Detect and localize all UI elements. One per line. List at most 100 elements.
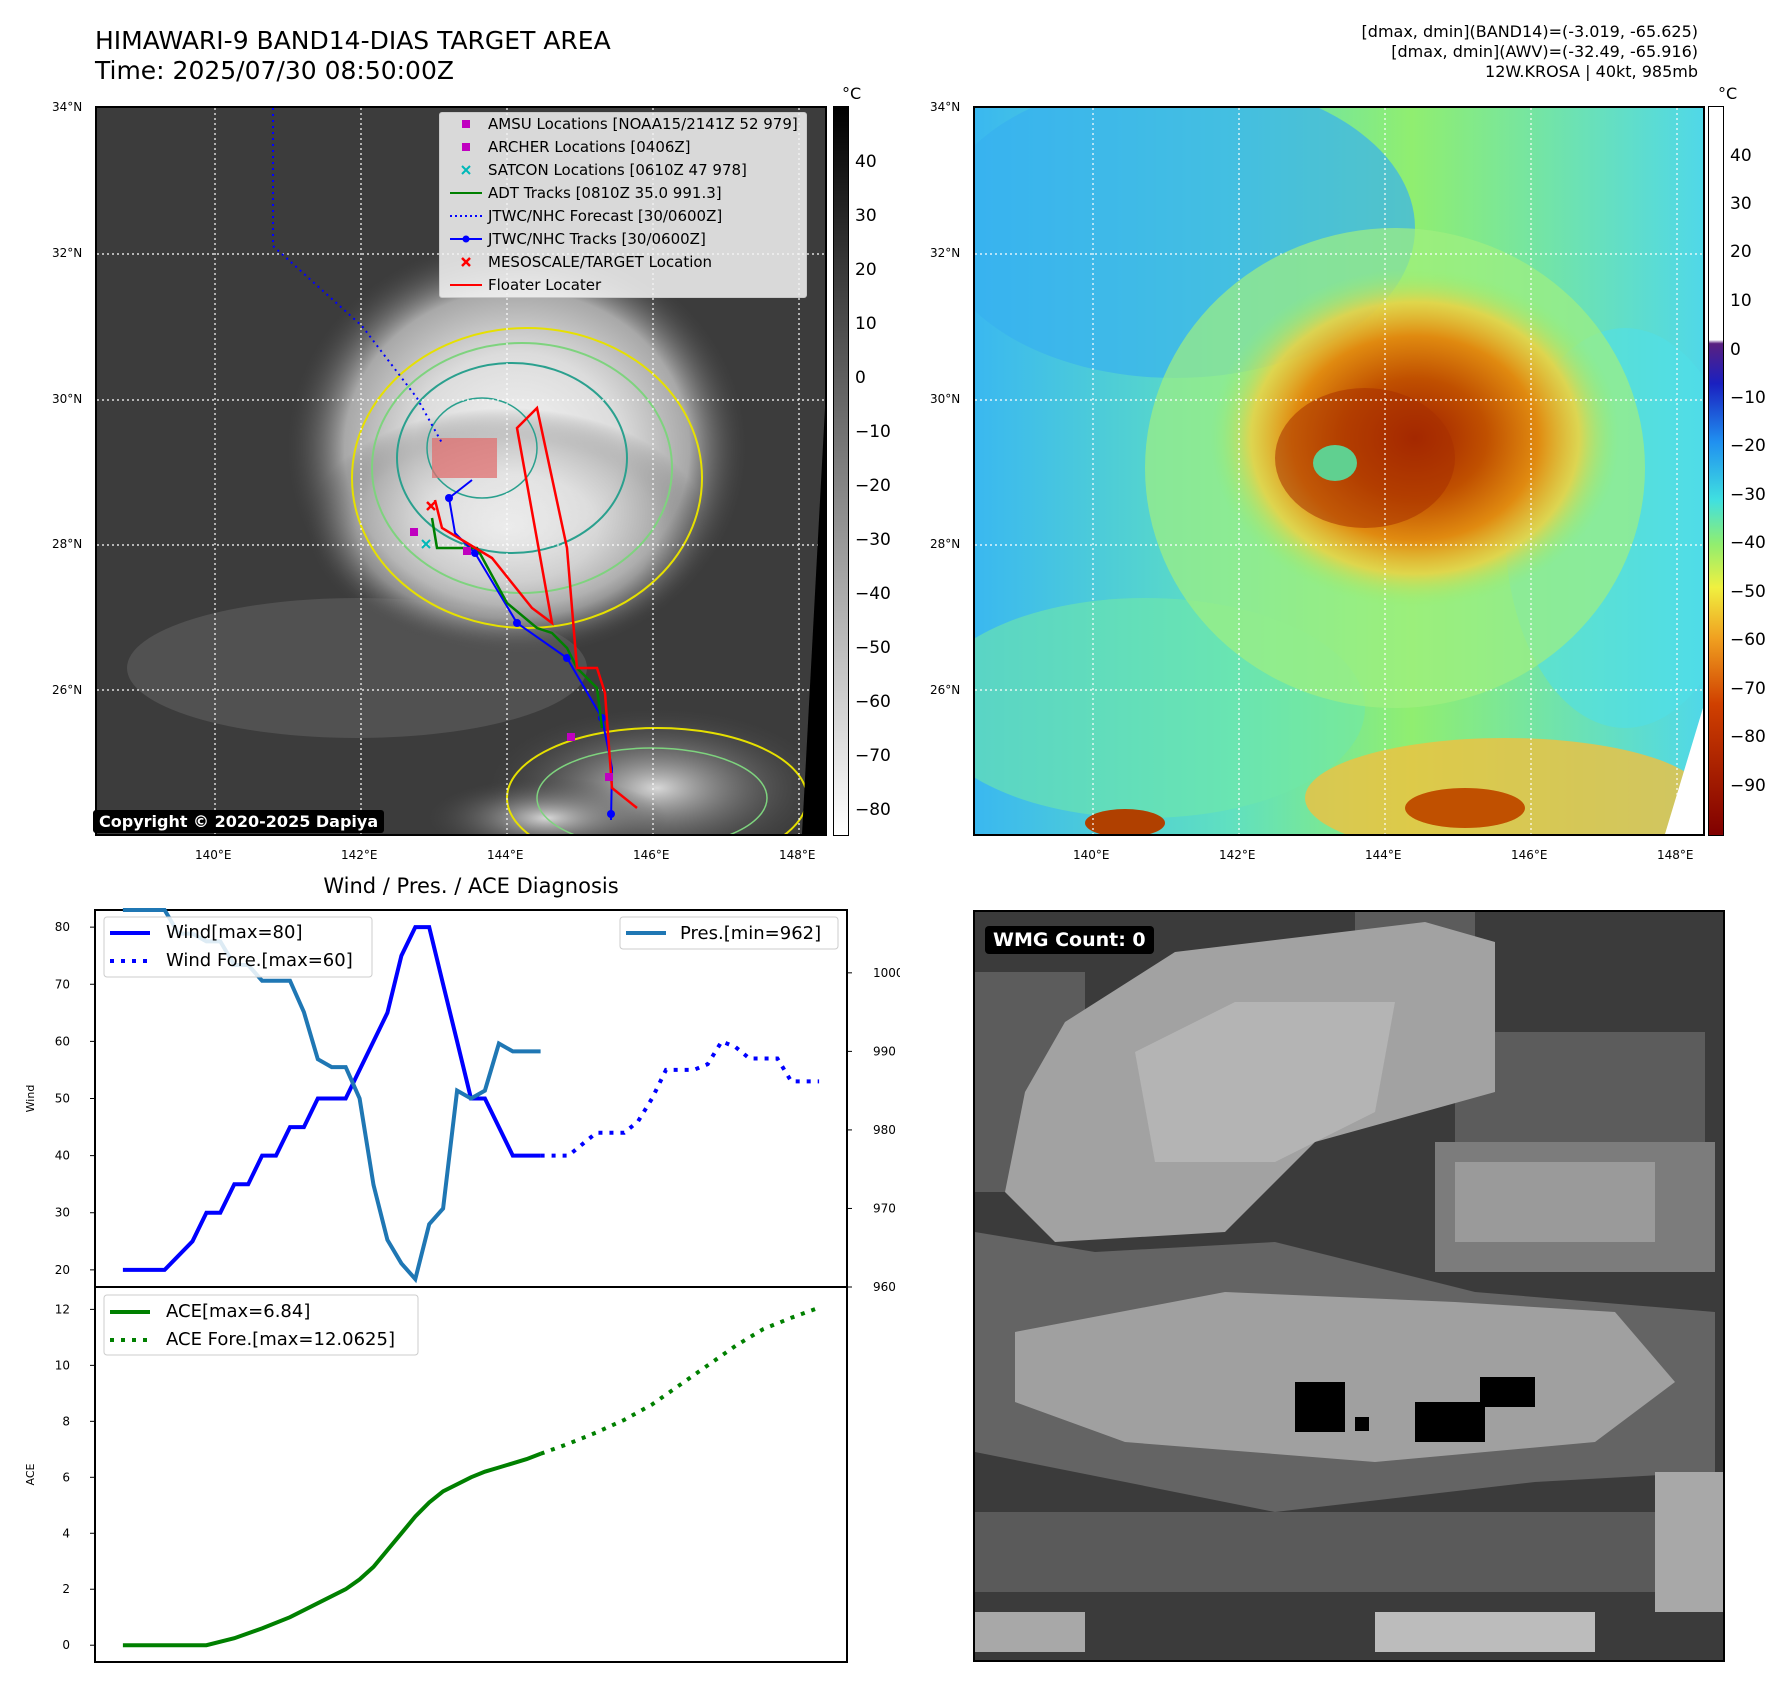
lon-tick: 140°E bbox=[1073, 848, 1110, 862]
ace-legend-box bbox=[103, 1294, 419, 1356]
page-title: HIMAWARI-9 BAND14-DIAS TARGET AREA Time:… bbox=[95, 26, 611, 86]
awv-colorbar-tick: −30 bbox=[1730, 485, 1766, 505]
y-tick-label: 60 bbox=[55, 1034, 70, 1048]
awv-colorbar-tick: 10 bbox=[1730, 291, 1752, 311]
awv-colorbar-tick: −10 bbox=[1730, 388, 1766, 408]
lat-tick: 32°N bbox=[930, 246, 961, 260]
y-tick-label: 6 bbox=[62, 1470, 70, 1484]
lon-tick: 142°E bbox=[1219, 848, 1256, 862]
y-tick-label: 2 bbox=[62, 1582, 70, 1596]
lat-tick: 28°N bbox=[930, 537, 961, 551]
y-tick-label: 70 bbox=[55, 977, 70, 991]
lon-tick: 148°E bbox=[779, 848, 816, 862]
y-right-tick-label: 960 bbox=[873, 1280, 896, 1294]
awv-colorbar-tick: −90 bbox=[1730, 776, 1766, 796]
awv-colorbar-tick: 40 bbox=[1730, 146, 1752, 166]
y-tick-label: 80 bbox=[55, 920, 70, 934]
stats-block: [dmax, dmin](BAND14)=(-3.019, -65.625) [… bbox=[1362, 22, 1698, 82]
lon-tick: 146°E bbox=[1511, 848, 1548, 862]
legend-item-mesoscale: MESOSCALE/TARGET Location bbox=[440, 251, 806, 274]
ir-colorbar-tick: 40 bbox=[855, 152, 877, 172]
legend-label: Pres.[min=962] bbox=[680, 923, 821, 944]
ir-colorbar-tick: −60 bbox=[855, 692, 891, 712]
awv-colorbar-tick: 0 bbox=[1730, 340, 1741, 360]
lon-tick: 144°E bbox=[487, 848, 524, 862]
series-line-0 bbox=[122, 925, 541, 1272]
y-tick-label: 10 bbox=[55, 1358, 70, 1372]
lat-tick: 34°N bbox=[52, 100, 83, 114]
ir-colorbar-tick: −30 bbox=[855, 530, 891, 550]
legend-item-adt: ADT Tracks [0810Z 35.0 991.3] bbox=[440, 182, 806, 205]
y-right-tick-label: 980 bbox=[873, 1123, 896, 1137]
awv-colorbar-tick: −70 bbox=[1730, 679, 1766, 699]
y-axis-label-wind: Wind bbox=[24, 1085, 37, 1113]
lon-tick: 140°E bbox=[195, 848, 232, 862]
ir-colorbar-tick: 10 bbox=[855, 314, 877, 334]
ir-colorbar-tick: 20 bbox=[855, 260, 877, 280]
ace-series-line-0 bbox=[122, 1451, 542, 1648]
dotted-line-icon bbox=[450, 215, 482, 217]
y-right-tick-label: 990 bbox=[873, 1044, 896, 1058]
title-line-1: HIMAWARI-9 BAND14-DIAS TARGET AREA bbox=[95, 26, 611, 55]
y-tick-label: 50 bbox=[55, 1092, 70, 1106]
copyright-badge: Copyright © 2020-2025 Dapiya bbox=[93, 810, 385, 833]
wmg-panel bbox=[973, 910, 1725, 1662]
x-marker-icon bbox=[461, 257, 471, 267]
awv-colorbar-tick: −50 bbox=[1730, 582, 1766, 602]
legend-item-floater: Floater Locater bbox=[440, 274, 806, 297]
y-right-tick-label: 1000 bbox=[873, 966, 900, 980]
lat-tick: 28°N bbox=[52, 537, 83, 551]
y-right-tick-label: 970 bbox=[873, 1201, 896, 1215]
pressure-legend-box bbox=[619, 916, 839, 950]
lat-tick: 34°N bbox=[930, 100, 961, 114]
awv-colorbar bbox=[1708, 106, 1724, 836]
ir-colorbar-tick: 0 bbox=[855, 368, 866, 388]
awv-colorbar-tick: 30 bbox=[1730, 194, 1752, 214]
y-tick-label: 12 bbox=[55, 1302, 70, 1316]
ir-colorbar-tick: −80 bbox=[855, 800, 891, 820]
ir-colorbar-tick: −70 bbox=[855, 746, 891, 766]
stats-line-3: 12W.KROSA | 40kt, 985mb bbox=[1485, 62, 1698, 81]
legend-item-satcon: SATCON Locations [0610Z 47 978] bbox=[440, 159, 806, 182]
stats-line-2: [dmax, dmin](AWV)=(-32.49, -65.916) bbox=[1391, 42, 1698, 61]
title-line-2: Time: 2025/07/30 08:50:00Z bbox=[95, 56, 454, 85]
lon-tick: 142°E bbox=[341, 848, 378, 862]
wmg-image bbox=[975, 912, 1723, 1660]
legend-item-amsu: AMSU Locations [NOAA15/2141Z 52 979] bbox=[440, 113, 806, 136]
wmg-count-badge: WMG Count: 0 bbox=[985, 926, 1154, 954]
y-tick-label: 8 bbox=[62, 1414, 70, 1428]
legend-label: ACE Fore.[max=12.0625] bbox=[166, 1329, 395, 1350]
lon-tick: 144°E bbox=[1365, 848, 1402, 862]
line-dot-icon bbox=[450, 235, 482, 243]
lon-tick: 146°E bbox=[633, 848, 670, 862]
ir-colorbar-tick: −20 bbox=[855, 476, 891, 496]
awv-colorbar-tick: −20 bbox=[1730, 436, 1766, 456]
ir-colorbar-tick: −10 bbox=[855, 422, 891, 442]
awv-colorbar-unit: °C bbox=[1718, 84, 1738, 103]
y-tick-label: 40 bbox=[55, 1149, 70, 1163]
lat-tick: 26°N bbox=[52, 683, 83, 697]
ace-plot-frame bbox=[94, 1286, 848, 1663]
ir-colorbar-tick: −40 bbox=[855, 584, 891, 604]
lat-tick: 26°N bbox=[930, 683, 961, 697]
legend-label: ACE[max=6.84] bbox=[166, 1301, 310, 1322]
stats-line-1: [dmax, dmin](BAND14)=(-3.019, -65.625) bbox=[1361, 22, 1698, 41]
legend-item-jtwc-forecast: JTWC/NHC Forecast [30/0600Z] bbox=[440, 205, 806, 228]
x-marker-icon bbox=[461, 165, 471, 175]
lat-tick: 30°N bbox=[930, 392, 961, 406]
awv-map-image bbox=[975, 108, 1703, 834]
awv-colorbar-tick: 20 bbox=[1730, 242, 1752, 262]
ir-colorbar bbox=[833, 106, 849, 836]
line-icon bbox=[450, 284, 482, 286]
ir-colorbar-tick: 30 bbox=[855, 206, 877, 226]
ir-legend: AMSU Locations [NOAA15/2141Z 52 979] ARC… bbox=[439, 112, 807, 298]
lat-tick: 30°N bbox=[52, 392, 83, 406]
legend-item-archer: ARCHER Locations [0406Z] bbox=[440, 136, 806, 159]
y-axis-label-ace: ACE bbox=[24, 1463, 37, 1485]
wind-legend-box bbox=[103, 916, 373, 978]
awv-colorbar-tick: −40 bbox=[1730, 533, 1766, 553]
legend-label: Wind[max=80] bbox=[166, 922, 303, 943]
y-tick-label: 0 bbox=[62, 1638, 70, 1652]
legend-label: Wind Fore.[max=60] bbox=[166, 950, 353, 971]
ir-colorbar-unit: °C bbox=[842, 84, 862, 103]
